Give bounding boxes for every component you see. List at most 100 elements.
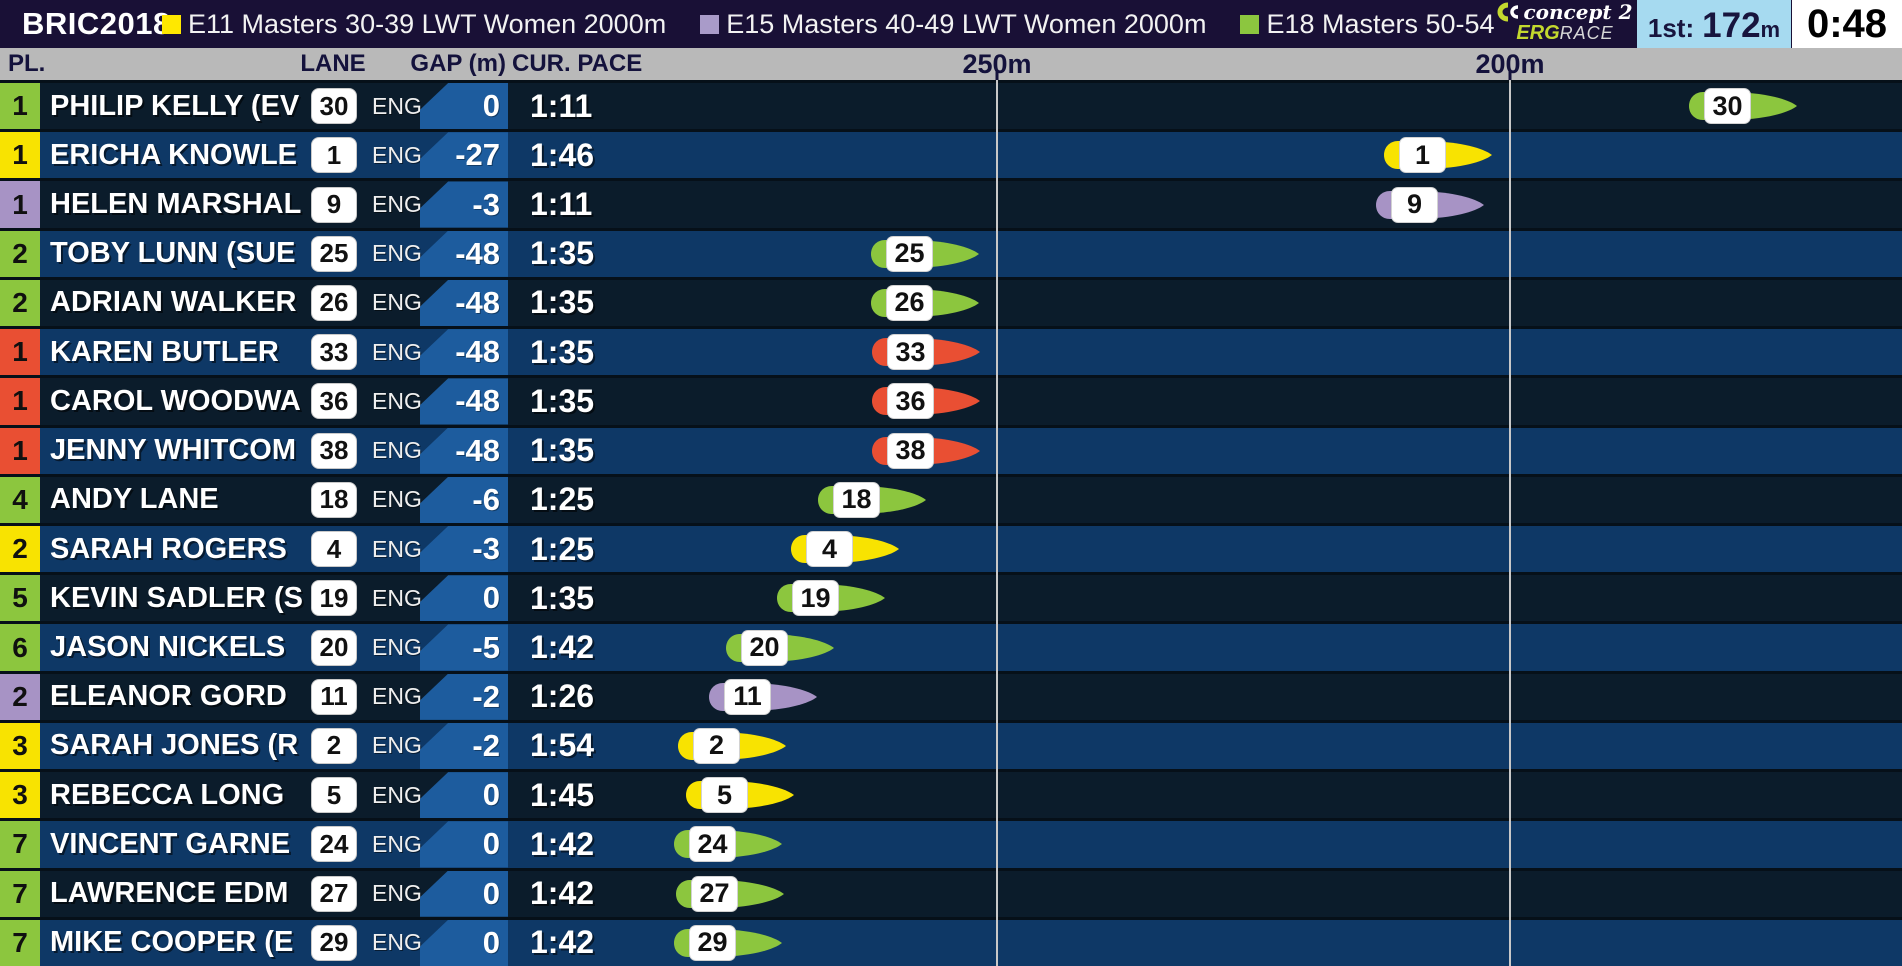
legend-event-e11: E11 Masters 30-39 LWT Women 2000m <box>162 9 666 40</box>
place-badge: 2 <box>0 673 40 720</box>
gap-value: -48 <box>420 230 508 277</box>
boat-marker: 9 <box>1375 186 1485 223</box>
race-row: 3 SARAH JONES (R 2 ENG -2 1:54 2 <box>0 719 1902 770</box>
race-row: 2 TOBY LUNN (SUE 25 ENG -48 1:35 25 <box>0 227 1902 277</box>
place-badge: 5 <box>0 575 40 622</box>
boat-number-badge: 26 <box>886 284 933 321</box>
gap-value: -48 <box>420 378 508 425</box>
boat-marker: 33 <box>871 334 981 371</box>
country-code: ENG <box>372 535 422 562</box>
col-header-place: PL. <box>8 50 46 77</box>
race-row: 1 KAREN BUTLER 33 ENG -48 1:35 33 <box>0 326 1902 376</box>
current-pace: 1:42 <box>530 825 595 862</box>
athlete-name: ADRIAN WALKER <box>50 286 297 319</box>
leader-distance-value: 172 <box>1702 6 1761 45</box>
place-badge: 1 <box>0 378 40 425</box>
boat-number-badge: 5 <box>701 777 748 814</box>
country-code: ENG <box>372 486 422 513</box>
country-code: ENG <box>372 387 422 414</box>
boat-number-badge: 19 <box>792 580 839 617</box>
current-pace: 1:54 <box>530 727 595 764</box>
boat-number-badge: 18 <box>833 481 880 518</box>
athlete-name: CAROL WOODWA <box>50 384 301 417</box>
athlete-name: JASON NICKELS <box>50 631 286 664</box>
boat-marker: 11 <box>708 678 818 715</box>
boat-marker: 5 <box>685 777 795 814</box>
lane-number-badge: 25 <box>311 235 357 272</box>
race-row: 1 ERICHA KNOWLE 1 ENG -27 1:46 1 <box>0 129 1902 179</box>
place-badge: 6 <box>0 624 40 671</box>
athlete-name: LAWRENCE EDM <box>50 877 289 910</box>
boat-marker: 20 <box>725 629 835 666</box>
boat-number-badge: 9 <box>1391 186 1438 223</box>
country-code: ENG <box>372 683 422 710</box>
athlete-name: ELEANOR GORD <box>50 680 287 713</box>
athlete-name: VINCENT GARNE <box>50 827 291 860</box>
logo-race-text: RACE <box>1559 23 1614 43</box>
lane-number-badge: 24 <box>311 826 357 863</box>
gap-value: -27 <box>420 132 508 179</box>
country-code: ENG <box>372 141 422 168</box>
country-code: ENG <box>372 338 422 365</box>
race-row: 6 JASON NICKELS 20 ENG -5 1:42 20 <box>0 621 1902 671</box>
current-pace: 1:25 <box>530 530 595 567</box>
place-badge: 2 <box>0 525 40 573</box>
lane-number-badge: 18 <box>311 481 357 518</box>
lane-number-badge: 27 <box>311 875 357 912</box>
distance-marker-tick <box>995 71 999 80</box>
boat-marker: 18 <box>817 481 927 518</box>
place-badge: 2 <box>0 279 40 327</box>
boat-number-badge: 2 <box>693 727 740 764</box>
col-header-gap: GAP (m) <box>410 50 506 77</box>
boat-number-badge: 11 <box>724 678 771 715</box>
country-code: ENG <box>372 240 422 267</box>
race-row: 7 VINCENT GARNE 24 ENG 0 1:42 24 <box>0 818 1902 868</box>
race-clock-box: 0:48 <box>1792 0 1902 48</box>
lane-number-badge: 1 <box>311 137 357 174</box>
boat-number-badge: 29 <box>689 924 736 961</box>
boat-number-badge: 33 <box>887 334 934 371</box>
gap-value: 0 <box>420 575 508 622</box>
place-badge: 1 <box>0 83 40 130</box>
race-row: 4 ANDY LANE 18 ENG -6 1:25 18 <box>0 473 1902 523</box>
gap-value: -5 <box>420 624 508 671</box>
boat-number-badge: 20 <box>741 629 788 666</box>
boat-number-badge: 1 <box>1399 137 1446 174</box>
boat-number-badge: 24 <box>689 826 736 863</box>
athlete-name: HELEN MARSHAL <box>50 188 302 221</box>
leader-distance-box: 1st: 172 m <box>1637 0 1791 48</box>
gap-value: -3 <box>420 525 508 573</box>
current-pace: 1:42 <box>530 875 595 912</box>
boat-number-badge: 25 <box>886 235 933 272</box>
country-code: ENG <box>372 830 422 857</box>
current-pace: 1:35 <box>530 284 595 321</box>
gap-value: 0 <box>420 821 508 868</box>
gap-value: -3 <box>420 181 508 228</box>
place-badge: 3 <box>0 772 40 819</box>
logo-concept2-text: concept 2 <box>1523 0 1633 24</box>
current-pace: 1:26 <box>530 678 595 715</box>
leader-label: 1st: <box>1647 13 1695 43</box>
gap-value: 0 <box>420 919 508 966</box>
athlete-name: ERICHA KNOWLE <box>50 138 298 171</box>
country-code: ENG <box>372 191 422 218</box>
race-row: 1 JENNY WHITCOM 38 ENG -48 1:35 38 <box>0 424 1902 474</box>
boat-number-badge: 36 <box>887 383 934 420</box>
race-row: 2 ADRIAN WALKER 26 ENG -48 1:35 26 <box>0 276 1902 327</box>
country-code: ENG <box>372 437 422 464</box>
current-pace: 1:45 <box>530 776 595 813</box>
athlete-name: MIKE COOPER (E <box>50 926 294 959</box>
boat-marker: 36 <box>871 383 981 420</box>
place-badge: 3 <box>0 722 40 770</box>
athlete-name: SARAH JONES (R <box>50 729 299 762</box>
current-pace: 1:46 <box>530 136 595 173</box>
col-header-lane: LANE <box>300 50 366 77</box>
athlete-name: TOBY LUNN (SUE <box>50 237 296 270</box>
concept2-ergrace-logo: concept 2 ERGRACE <box>1494 2 1636 46</box>
leader-distance-unit: m <box>1760 17 1781 42</box>
place-badge: 2 <box>0 230 40 277</box>
country-code: ENG <box>372 880 422 907</box>
current-pace: 1:42 <box>530 629 595 666</box>
place-badge: 1 <box>0 427 40 474</box>
